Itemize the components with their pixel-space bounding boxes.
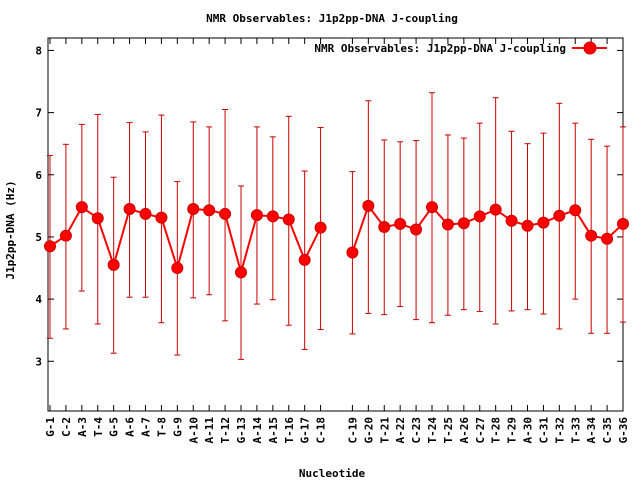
data-point	[569, 204, 582, 217]
x-tick-label: C-18	[315, 417, 328, 444]
data-point	[235, 266, 247, 279]
data-point	[187, 202, 200, 215]
x-tick-label: T-33	[569, 417, 582, 444]
x-tick-label: T-21	[378, 417, 391, 444]
data-point	[155, 211, 168, 224]
x-tick-label: A-30	[522, 417, 535, 444]
data-point	[44, 240, 56, 253]
x-tick-label: C-31	[537, 417, 550, 444]
chart-title: NMR Observables: J1p2pp-DNA J-coupling	[206, 12, 458, 25]
x-tick-label: T-4	[92, 417, 105, 437]
data-point	[266, 210, 279, 223]
data-points	[44, 199, 629, 279]
x-tick-label: A-22	[394, 417, 407, 444]
x-tick-label: T-12	[219, 417, 232, 444]
data-point	[219, 207, 232, 220]
x-tick-label: G-13	[235, 417, 248, 444]
x-tick-label: G-20	[362, 417, 375, 444]
x-tick-label: A-10	[187, 417, 200, 444]
y-tick-label: 3	[35, 355, 42, 368]
y-tick-label: 8	[35, 44, 42, 57]
x-tick-label: A-6	[124, 417, 137, 437]
data-point	[410, 223, 423, 236]
x-tick-label: G-1	[44, 417, 57, 437]
x-tick-label: C-35	[601, 417, 614, 444]
legend: NMR Observables: J1p2pp-DNA J-coupling	[314, 41, 607, 55]
x-tick-label: T-28	[490, 417, 503, 444]
data-point	[107, 258, 120, 271]
series-segment	[49, 205, 322, 277]
data-point	[203, 204, 216, 217]
x-tick-label: G-36	[617, 417, 630, 444]
data-point	[489, 203, 502, 216]
data-point	[505, 214, 518, 227]
x-tick-label: C-19	[346, 417, 359, 444]
data-point	[378, 220, 391, 233]
data-point	[139, 207, 152, 220]
data-point	[617, 217, 629, 230]
data-point	[457, 217, 470, 230]
x-tick-label: T-16	[283, 417, 296, 444]
x-tick-label: G-9	[171, 417, 184, 437]
y-tick-label: 4	[35, 293, 42, 306]
data-point	[473, 210, 486, 223]
legend-marker	[583, 41, 597, 55]
series-line	[49, 203, 624, 277]
x-tick-label: A-14	[251, 417, 264, 444]
data-point	[171, 262, 184, 275]
data-point	[75, 201, 88, 214]
data-point	[362, 199, 375, 212]
y-axis-label: J1p2pp-DNA (Hz)	[4, 180, 17, 279]
x-tick-label: C-27	[474, 417, 487, 444]
data-point	[601, 232, 614, 245]
y-tick-label: 6	[35, 169, 42, 182]
x-tick-label: T-32	[553, 417, 566, 444]
data-point	[585, 229, 598, 242]
x-tick-label: C-2	[60, 417, 73, 437]
data-point	[59, 229, 72, 242]
x-tick-label: A-34	[585, 417, 598, 444]
x-tick-label: T-8	[155, 417, 168, 437]
data-point	[91, 212, 104, 225]
x-tick-label: G-17	[299, 417, 312, 444]
data-point	[298, 253, 311, 266]
data-point	[521, 219, 534, 232]
x-tick-label: T-29	[506, 417, 519, 444]
x-tick-label: A-11	[203, 417, 216, 444]
x-axis: G-1 C-2 A-3 T-4 G-5 A-6 A-7 T-8 G-9 A-10 A-11 T-12 G…	[44, 38, 630, 444]
series-segment	[351, 203, 624, 253]
x-tick-label: A-15	[267, 417, 280, 444]
data-point	[553, 209, 566, 222]
data-point	[314, 221, 327, 234]
data-point	[123, 202, 136, 215]
x-tick-label: T-24	[426, 417, 439, 444]
y-tick-label: 7	[35, 107, 42, 120]
y-tick-label: 5	[35, 231, 42, 244]
data-point	[426, 201, 438, 214]
data-point	[282, 213, 295, 226]
x-tick-label: A-3	[76, 417, 89, 437]
x-tick-label: A-26	[458, 417, 471, 444]
x-tick-label: A-7	[140, 417, 153, 437]
data-point	[394, 217, 407, 230]
data-point	[537, 216, 550, 229]
x-tick-label: C-23	[410, 417, 423, 444]
data-point	[441, 218, 454, 231]
x-axis-label: Nucleotide	[299, 467, 366, 480]
x-tick-label: T-25	[442, 417, 455, 444]
y-axis: 3 4 5 6 7 8	[35, 44, 623, 368]
data-point	[346, 246, 359, 259]
data-point	[250, 209, 263, 222]
legend-label: NMR Observables: J1p2pp-DNA J-coupling	[314, 42, 566, 55]
x-tick-label: G-5	[108, 417, 121, 437]
